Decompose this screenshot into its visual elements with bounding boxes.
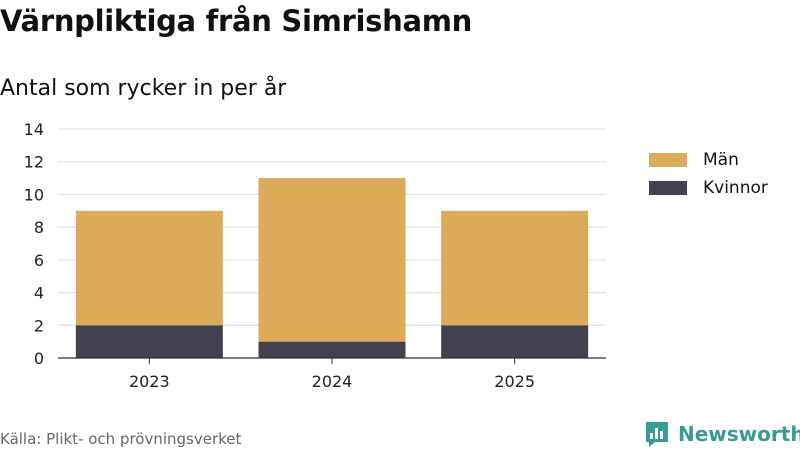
y-tick-label: 14 (24, 120, 44, 139)
bar-kvinnor-2023 (75, 325, 223, 358)
bar-män-2023 (75, 210, 223, 326)
y-tick-label: 0 (34, 349, 44, 368)
bar-män-2025 (441, 210, 589, 326)
brand-name: Newsworthy (678, 422, 800, 446)
brand-logo[interactable]: Newsworthy (644, 420, 800, 448)
chart-title: Värnpliktiga från Simrishamn (0, 4, 472, 38)
source-note: Källa: Plikt- och prövningsverket (0, 430, 242, 448)
legend-swatch-kvinnor (649, 181, 687, 195)
legend-item-man: Män (649, 146, 768, 174)
x-tick-label: 2024 (312, 372, 353, 391)
x-tick-label: 2023 (129, 372, 170, 391)
legend-swatch-man (649, 153, 687, 167)
y-tick-label: 10 (24, 185, 44, 204)
legend-label-kvinnor: Kvinnor (703, 178, 768, 198)
bar-män-2024 (258, 178, 406, 342)
y-tick-label: 8 (34, 218, 44, 237)
chart-subtitle: Antal som rycker in per år (0, 76, 287, 101)
y-tick-label: 12 (24, 153, 44, 172)
bar-chart: 0 2 4 6 8 10 12 14 2023 2024 2025 (24, 120, 606, 391)
bar-kvinnor-2025 (441, 325, 589, 358)
y-tick-label: 2 (34, 316, 44, 335)
bar-kvinnor-2024 (258, 341, 406, 358)
y-tick-label: 4 (34, 284, 44, 303)
newsworthy-icon (646, 422, 668, 447)
legend-item-kvinnor: Kvinnor (649, 174, 768, 202)
y-tick-label: 6 (34, 251, 44, 270)
legend-label-man: Män (703, 150, 739, 170)
x-tick-label: 2025 (494, 372, 535, 391)
legend: Män Kvinnor (649, 146, 768, 202)
